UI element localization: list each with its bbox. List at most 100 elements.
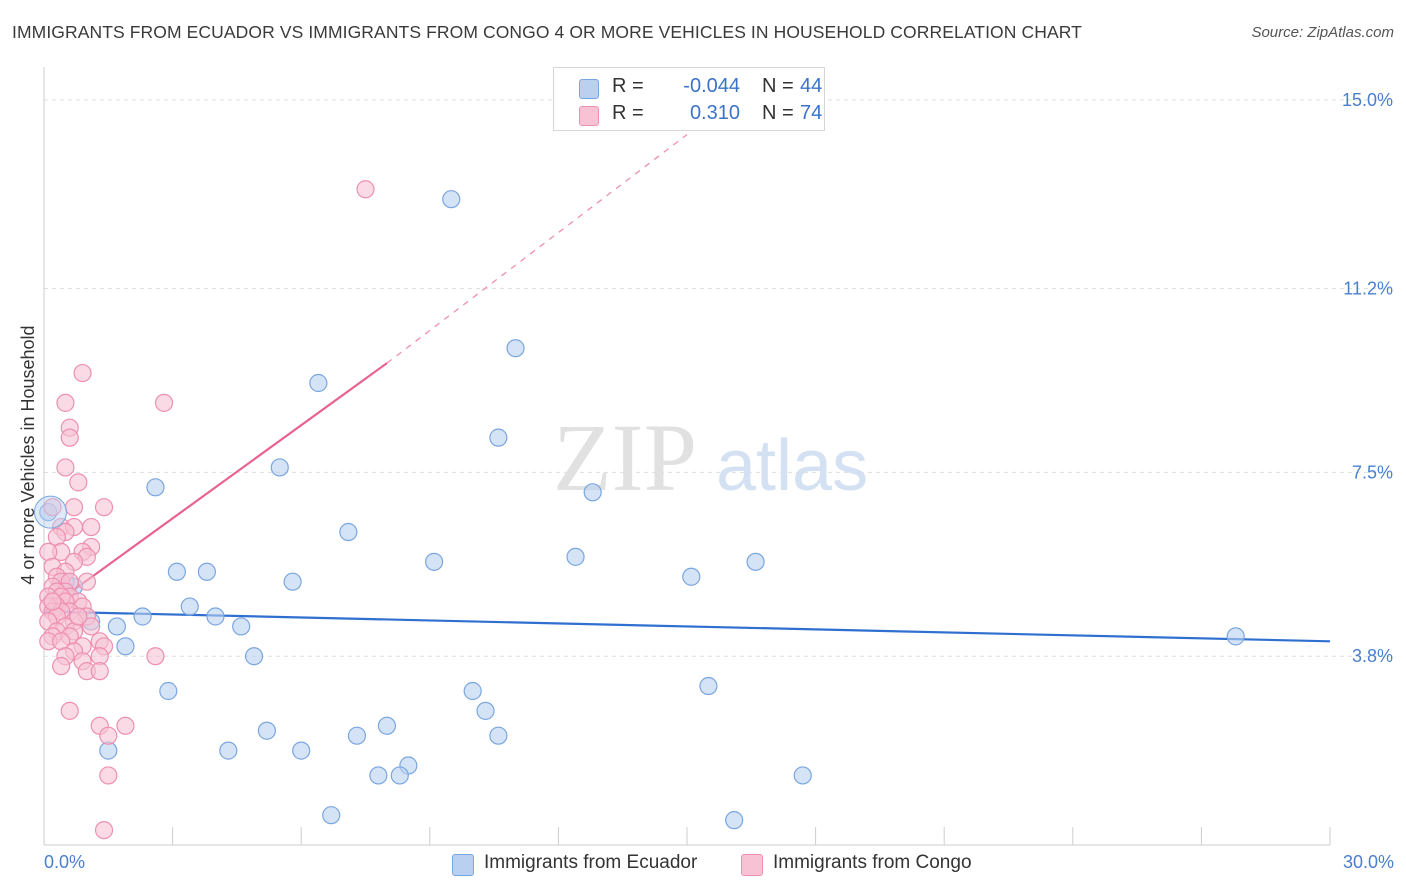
ecuador-point <box>506 339 525 358</box>
axes <box>43 67 1331 846</box>
congo-point <box>146 647 165 666</box>
ecuador-point <box>369 766 388 785</box>
ecuador-point <box>107 617 126 636</box>
congo-point <box>69 607 88 626</box>
ecuador-point <box>347 726 367 745</box>
ecuador-point <box>197 562 216 581</box>
congo-point <box>47 527 66 547</box>
grid-lines <box>44 99 1390 657</box>
data-points <box>33 180 1245 840</box>
y-tick-labels: 3.8% 7.5% 11.2% 15.0% <box>1342 90 1393 666</box>
congo-swatch <box>579 106 599 126</box>
ecuador-point <box>133 607 152 626</box>
r-value: 0.310 <box>689 102 740 124</box>
y-tick-label: 11.2% <box>1343 279 1393 299</box>
ecuador-point <box>476 701 495 720</box>
n-value: 44 <box>800 75 823 97</box>
watermark: ZIP atlas <box>553 404 868 511</box>
ecuador-point <box>424 552 444 571</box>
congo-trend-line <box>43 362 388 613</box>
ecuador-point <box>167 562 186 581</box>
ecuador-point <box>377 716 397 735</box>
ecuador-point <box>1226 627 1245 646</box>
congo-point <box>64 498 84 517</box>
ecuador-point <box>682 567 701 586</box>
congo-point <box>43 498 62 517</box>
ecuador-point <box>244 647 264 666</box>
congo-point <box>43 592 62 611</box>
r-label: R = <box>612 75 644 97</box>
ecuador-point <box>442 190 461 209</box>
y-tick-label: 3.8% <box>1352 646 1393 666</box>
n-value: 74 <box>800 102 823 124</box>
ecuador-point <box>146 478 165 497</box>
congo-point <box>73 363 92 383</box>
congo-point <box>154 393 174 412</box>
source-credit: Source: ZipAtlas.com <box>1251 24 1394 41</box>
x-tick-max: 30.0% <box>1342 852 1394 872</box>
congo-point <box>56 393 75 412</box>
congo-point <box>90 662 109 681</box>
n-label: N = <box>762 102 794 124</box>
congo-point <box>356 180 375 199</box>
legend-label: Immigrants from Congo <box>773 852 972 873</box>
ecuador-point <box>270 458 289 477</box>
ecuador-point <box>583 483 602 502</box>
congo-point <box>56 458 75 477</box>
r-value: -0.044 <box>683 75 740 97</box>
n-label: N = <box>762 75 794 97</box>
ecuador-point <box>725 811 744 830</box>
congo-point <box>94 820 114 840</box>
ecuador-point <box>699 676 718 696</box>
r-label: R = <box>612 102 644 124</box>
ecuador-point <box>390 766 409 785</box>
congo-point <box>99 726 118 745</box>
congo-point <box>116 716 135 735</box>
watermark-atlas: atlas <box>716 426 868 506</box>
ecuador-swatch <box>579 79 599 99</box>
ecuador-point <box>463 681 482 701</box>
ecuador-point <box>309 373 328 393</box>
congo-point <box>60 428 79 447</box>
congo-point <box>52 657 71 676</box>
congo-point <box>99 766 118 785</box>
congo-point <box>82 517 101 537</box>
congo-point <box>77 572 96 591</box>
congo-point <box>82 617 101 636</box>
ecuador-swatch <box>452 854 474 876</box>
ecuador-point <box>566 547 585 566</box>
x-tick-min: 0.0% <box>44 852 86 872</box>
ecuador-point <box>322 806 341 825</box>
chart-title: IMMIGRANTS FROM ECUADOR VS IMMIGRANTS FR… <box>12 22 1082 42</box>
correlation-legend: R = -0.044 N = 44 R = 0.310 N = 74 <box>553 67 825 131</box>
ecuador-point <box>116 637 135 656</box>
ecuador-point <box>283 572 302 591</box>
congo-trend-extension <box>386 134 688 364</box>
congo-point <box>69 473 88 492</box>
ecuador-point <box>793 766 812 785</box>
ecuador-point-cluster <box>33 495 67 529</box>
ecuador-point <box>292 741 311 760</box>
y-tick-label: 7.5% <box>1352 462 1393 482</box>
congo-point <box>60 701 79 720</box>
congo-swatch <box>741 854 763 876</box>
ecuador-point <box>257 721 277 740</box>
trend-lines <box>43 134 1331 643</box>
ecuador-point <box>489 726 508 745</box>
ecuador-trend-line <box>43 610 1331 643</box>
congo-point <box>94 498 114 517</box>
ecuador-point <box>219 741 238 760</box>
congo-point <box>39 542 58 562</box>
watermark-zip: ZIP <box>553 404 697 511</box>
ecuador-point <box>180 597 199 616</box>
ecuador-point <box>746 552 765 571</box>
ecuador-point <box>159 681 178 701</box>
ecuador-point <box>206 607 225 626</box>
ecuador-point <box>232 617 251 636</box>
ecuador-point <box>339 522 358 542</box>
y-axis-label: 4 or more Vehicles in Household <box>18 325 38 584</box>
y-tick-label: 15.0% <box>1342 90 1393 110</box>
legend-label: Immigrants from Ecuador <box>484 852 698 873</box>
ecuador-point <box>489 428 508 447</box>
